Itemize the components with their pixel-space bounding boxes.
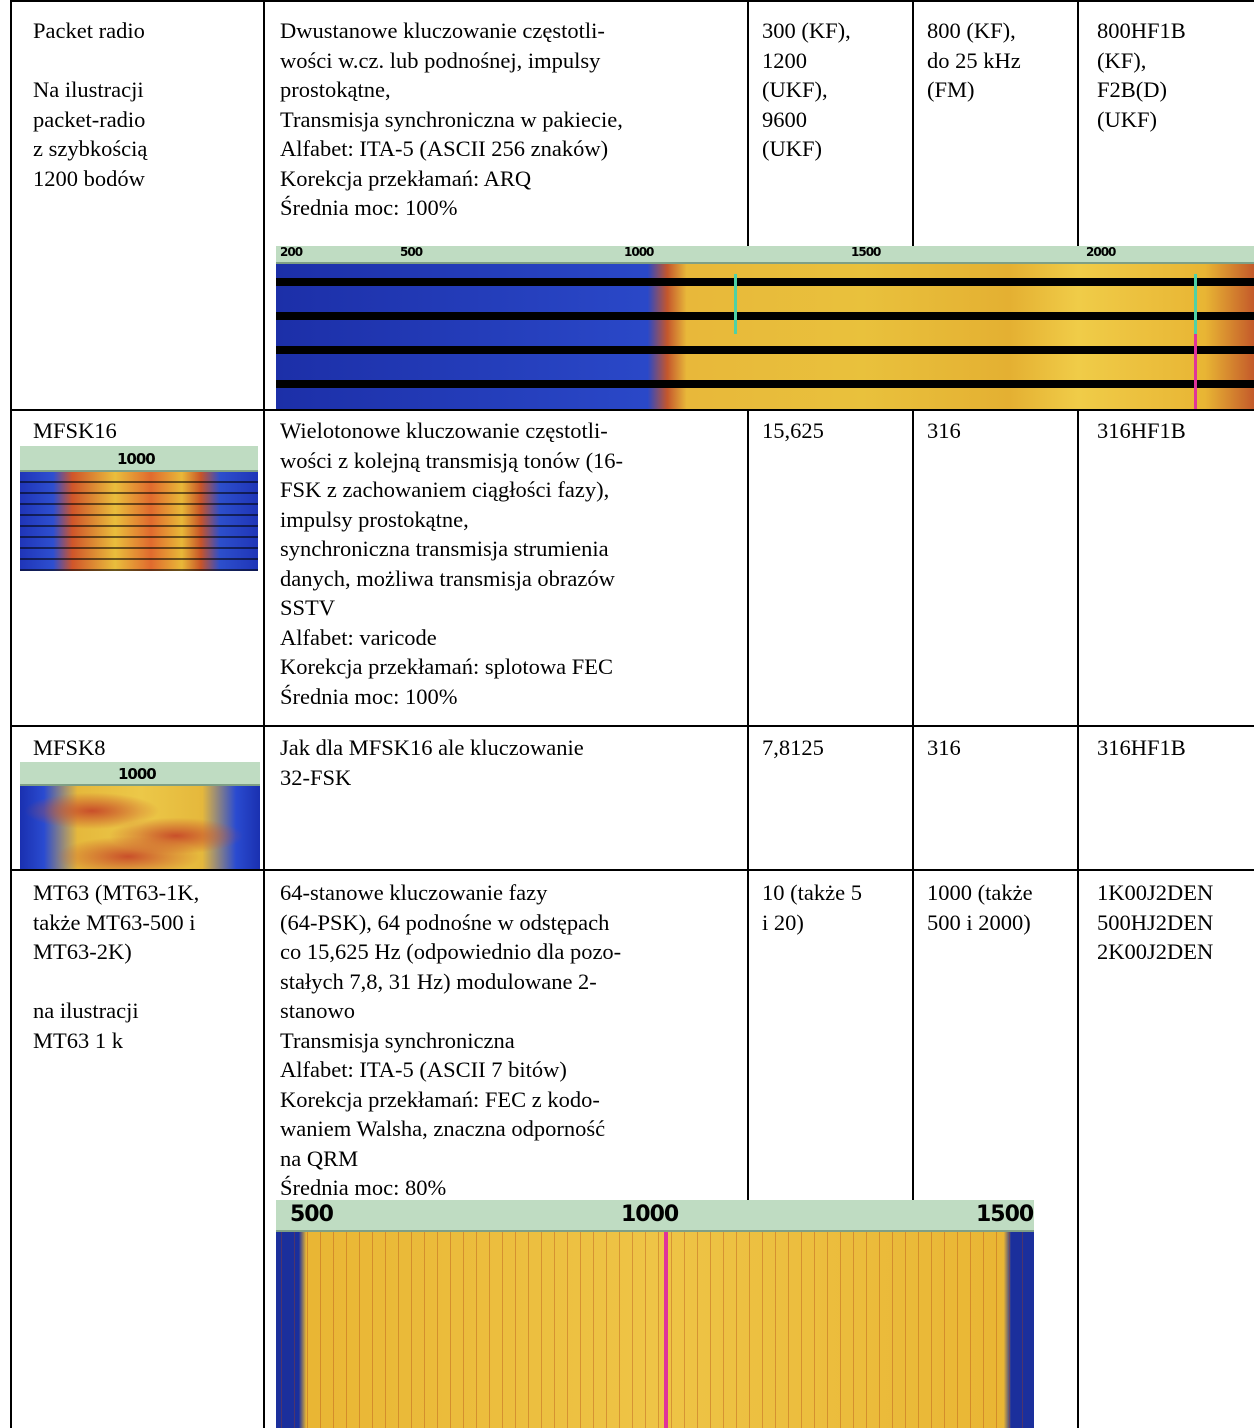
waterfall-display [20, 472, 258, 571]
row-3-mode: MFSK8 [33, 735, 106, 760]
waterfall-display [20, 786, 260, 869]
row-3-description: Jak dla MFSK16 ale kluczowanie 32-FSK [280, 735, 584, 790]
frequency-ruler: 1000 [20, 762, 260, 786]
row-3-bandwidth: 316 [927, 735, 961, 760]
row-4-designation: 1K00J2DEN 500HJ2DEN 2K00J2DEN [1097, 880, 1214, 964]
carrier-line-green [734, 274, 737, 334]
row-divider-3 [10, 869, 1254, 871]
tick-label: 1000 [118, 765, 157, 783]
mt63-spectrogram: 500 1000 1500 [276, 1200, 1034, 1428]
row-1-mode: Packet radio Na ilustracji packet-radio … [33, 18, 148, 191]
tick-label: 500 [290, 1202, 334, 1227]
mfsk16-spectrogram: 1000 [20, 446, 258, 571]
tick-label: 1000 [624, 246, 654, 259]
row-2-description: Wielotonowe kluczowanie częstotli- wości… [280, 418, 624, 709]
row-4-baud: 10 (także 5 i 20) [762, 880, 862, 935]
carrier-line-green [1194, 274, 1197, 334]
tick-label: 500 [400, 246, 423, 259]
table-border-top [10, 0, 1254, 2]
tick-label: 1500 [976, 1202, 1034, 1227]
row-2-bandwidth: 316 [927, 418, 961, 443]
row-3-designation: 316HF1B [1097, 735, 1186, 760]
carrier-line-magenta [664, 1232, 668, 1428]
row-1-designation: 800HF1B (KF), F2B(D) (UKF) [1097, 18, 1186, 132]
tick-label: 1000 [117, 450, 156, 468]
row-2-mode: MFSK16 [33, 418, 117, 443]
column-divider-1 [263, 0, 265, 1428]
row-3-baud: 7,8125 [762, 735, 824, 760]
tick-label: 2000 [1086, 246, 1116, 259]
row-1-description: Dwustanowe kluczowanie częstotli- wości … [280, 18, 623, 220]
row-2-designation: 316HF1B [1097, 418, 1186, 443]
row-divider-1 [10, 409, 1254, 411]
carrier-line-magenta [1194, 334, 1197, 409]
packet-radio-spectrogram: 200 500 1000 1500 2000 [276, 246, 1254, 409]
frequency-ruler: 200 500 1000 1500 2000 [276, 246, 1254, 264]
mfsk8-spectrogram: 1000 [20, 762, 260, 869]
column-divider-4 [1077, 0, 1079, 1428]
row-divider-2 [10, 725, 1254, 727]
frequency-ruler: 1000 [20, 446, 258, 472]
row-1-bandwidth: 800 (KF), do 25 kHz (FM) [927, 18, 1021, 102]
column-divider-2 [747, 0, 749, 1428]
tick-label: 200 [280, 246, 303, 259]
row-4-mode: MT63 (MT63-1K, także MT63-500 i MT63-2K)… [33, 880, 200, 1053]
waterfall-display [276, 264, 1254, 409]
row-4-description: 64-stanowe kluczowanie fazy (64-PSK), 64… [280, 880, 622, 1200]
row-2-baud: 15,625 [762, 418, 824, 443]
row-1-baud: 300 (KF), 1200 (UKF), 9600 (UKF) [762, 18, 851, 161]
tick-label: 1500 [851, 246, 881, 259]
column-divider-3 [912, 0, 914, 1428]
frequency-ruler: 500 1000 1500 [276, 1200, 1034, 1232]
row-4-bandwidth: 1000 (także 500 i 2000) [927, 880, 1033, 935]
waterfall-display [276, 1232, 1034, 1428]
tick-label: 1000 [621, 1202, 679, 1227]
table-border-left [10, 0, 12, 1428]
